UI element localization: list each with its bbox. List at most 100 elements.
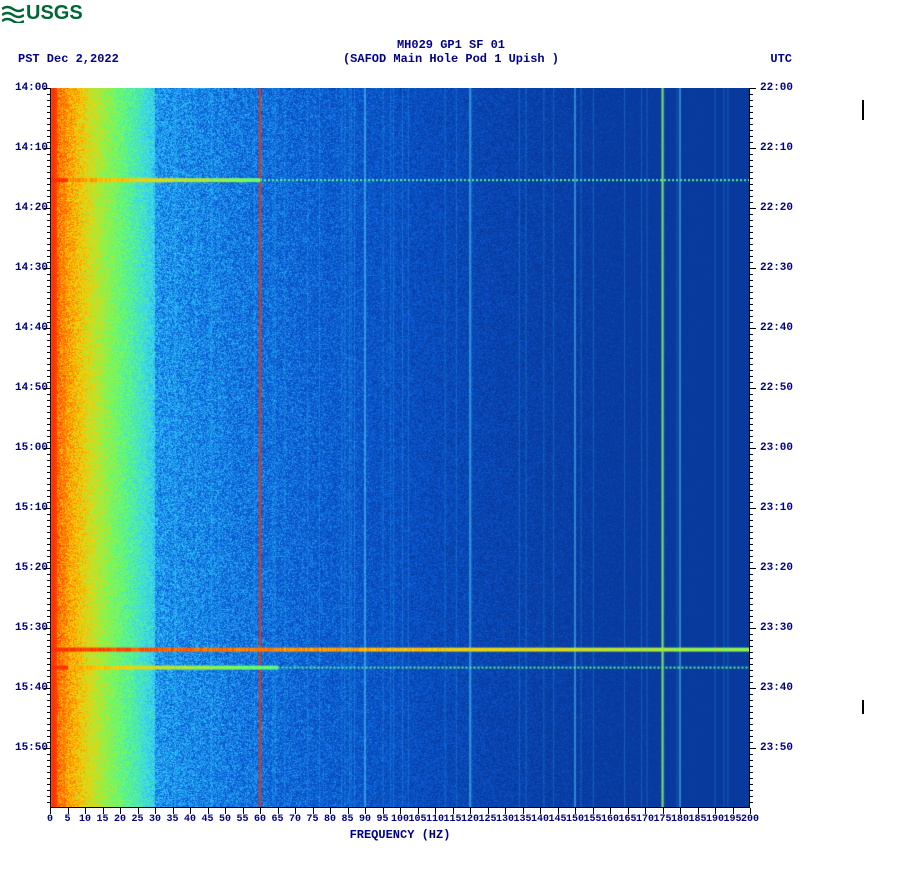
y-minor-tick bbox=[750, 526, 753, 527]
y-minor-tick bbox=[750, 742, 753, 743]
y-minor-tick bbox=[47, 586, 50, 587]
y-minor-tick bbox=[47, 334, 50, 335]
y-minor-tick bbox=[47, 370, 50, 371]
y-tick-mark bbox=[750, 388, 756, 389]
y-minor-tick bbox=[47, 520, 50, 521]
y-minor-tick bbox=[750, 676, 753, 677]
y-tick-mark bbox=[750, 568, 756, 569]
y-minor-tick bbox=[47, 124, 50, 125]
y-minor-tick bbox=[47, 616, 50, 617]
y-minor-tick bbox=[47, 106, 50, 107]
y-minor-tick bbox=[47, 322, 50, 323]
y-minor-tick bbox=[47, 646, 50, 647]
y-minor-tick bbox=[750, 760, 753, 761]
y-minor-tick bbox=[47, 436, 50, 437]
y-tick-right-label: 23:10 bbox=[760, 502, 793, 514]
y-tick-mark bbox=[750, 268, 756, 269]
x-tick-label: 10 bbox=[79, 814, 91, 825]
y-minor-tick bbox=[750, 262, 753, 263]
y-minor-tick bbox=[47, 226, 50, 227]
y-minor-tick bbox=[47, 640, 50, 641]
y-minor-tick bbox=[47, 118, 50, 119]
y-minor-tick bbox=[47, 658, 50, 659]
y-minor-tick bbox=[47, 592, 50, 593]
y-minor-tick bbox=[47, 100, 50, 101]
y-minor-tick bbox=[750, 196, 753, 197]
x-tick-label: 125 bbox=[478, 814, 496, 825]
y-tick-mark bbox=[44, 208, 50, 209]
y-minor-tick bbox=[750, 802, 753, 803]
y-minor-tick bbox=[750, 652, 753, 653]
y-minor-tick bbox=[750, 682, 753, 683]
y-minor-tick bbox=[750, 754, 753, 755]
y-minor-tick bbox=[47, 190, 50, 191]
y-minor-tick bbox=[750, 112, 753, 113]
x-tick-label: 70 bbox=[289, 814, 301, 825]
x-axis-label: FREQUENCY (HZ) bbox=[50, 828, 750, 842]
y-minor-tick bbox=[47, 718, 50, 719]
y-minor-tick bbox=[47, 556, 50, 557]
y-minor-tick bbox=[47, 346, 50, 347]
y-minor-tick bbox=[47, 496, 50, 497]
y-minor-tick bbox=[750, 334, 753, 335]
y-minor-tick bbox=[47, 454, 50, 455]
y-minor-tick bbox=[750, 556, 753, 557]
y-minor-tick bbox=[47, 424, 50, 425]
y-minor-tick bbox=[47, 394, 50, 395]
x-tick-label: 35 bbox=[166, 814, 178, 825]
y-minor-tick bbox=[47, 154, 50, 155]
y-minor-tick bbox=[750, 130, 753, 131]
y-minor-tick bbox=[750, 316, 753, 317]
y-minor-tick bbox=[750, 274, 753, 275]
y-minor-tick bbox=[47, 292, 50, 293]
y-tick-mark bbox=[750, 208, 756, 209]
y-minor-tick bbox=[750, 454, 753, 455]
y-tick-mark bbox=[750, 508, 756, 509]
y-minor-tick bbox=[750, 124, 753, 125]
y-minor-tick bbox=[47, 184, 50, 185]
y-minor-tick bbox=[47, 298, 50, 299]
y-tick-right-label: 23:50 bbox=[760, 742, 793, 754]
y-minor-tick bbox=[47, 790, 50, 791]
x-tick-label: 130 bbox=[496, 814, 514, 825]
y-minor-tick bbox=[750, 610, 753, 611]
y-minor-tick bbox=[750, 370, 753, 371]
y-minor-tick bbox=[47, 706, 50, 707]
x-tick-label: 0 bbox=[47, 814, 53, 825]
y-minor-tick bbox=[750, 184, 753, 185]
y-minor-tick bbox=[47, 478, 50, 479]
side-mark bbox=[862, 100, 864, 120]
y-tick-right-label: 22:50 bbox=[760, 382, 793, 394]
y-minor-tick bbox=[750, 778, 753, 779]
y-minor-tick bbox=[750, 562, 753, 563]
x-tick-label: 50 bbox=[219, 814, 231, 825]
y-minor-tick bbox=[750, 424, 753, 425]
x-tick-label: 190 bbox=[706, 814, 724, 825]
y-minor-tick bbox=[750, 640, 753, 641]
y-minor-tick bbox=[47, 472, 50, 473]
y-minor-tick bbox=[750, 412, 753, 413]
y-minor-tick bbox=[750, 190, 753, 191]
y-minor-tick bbox=[47, 778, 50, 779]
x-tick-label: 30 bbox=[149, 814, 161, 825]
y-minor-tick bbox=[750, 376, 753, 377]
y-minor-tick bbox=[47, 772, 50, 773]
y-minor-tick bbox=[47, 574, 50, 575]
y-minor-tick bbox=[47, 742, 50, 743]
y-minor-tick bbox=[750, 352, 753, 353]
y-minor-tick bbox=[750, 634, 753, 635]
y-tick-right-label: 23:30 bbox=[760, 622, 793, 634]
y-minor-tick bbox=[750, 616, 753, 617]
y-minor-tick bbox=[750, 400, 753, 401]
y-minor-tick bbox=[750, 394, 753, 395]
y-minor-tick bbox=[47, 250, 50, 251]
y-tick-mark bbox=[44, 388, 50, 389]
y-minor-tick bbox=[47, 280, 50, 281]
y-minor-tick bbox=[47, 526, 50, 527]
y-tick-right-label: 22:30 bbox=[760, 262, 793, 274]
usgs-logo-text: USGS bbox=[26, 2, 83, 25]
y-minor-tick bbox=[47, 196, 50, 197]
x-tick-label: 180 bbox=[671, 814, 689, 825]
y-tick-right-label: 22:20 bbox=[760, 202, 793, 214]
x-tick-label: 5 bbox=[64, 814, 70, 825]
